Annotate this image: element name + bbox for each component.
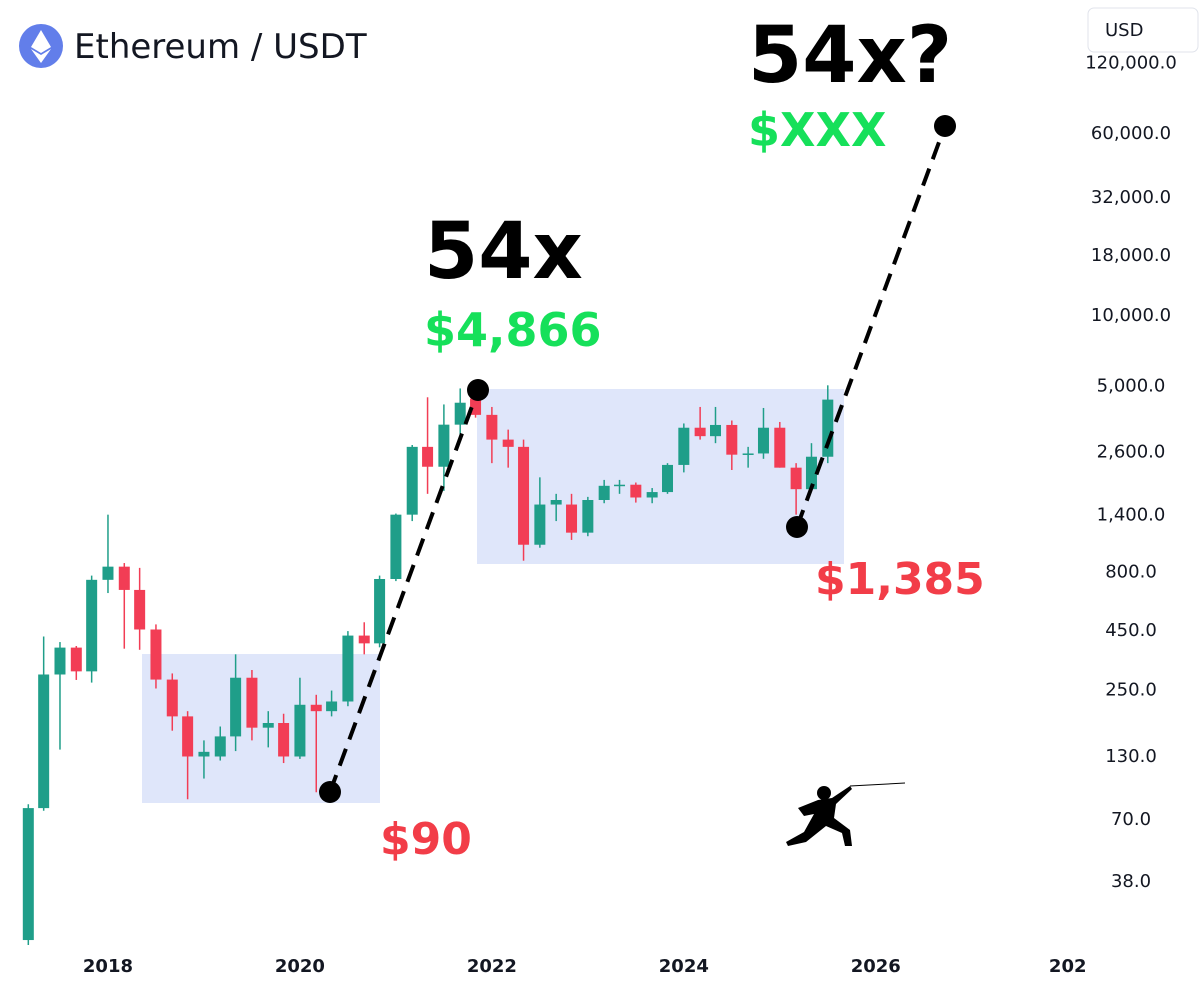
candle-body	[22, 808, 34, 941]
candle-body	[390, 514, 402, 579]
candle-body	[790, 467, 802, 490]
candle-body	[294, 704, 306, 757]
candle-body	[214, 736, 226, 757]
currency-label: USD	[1105, 20, 1143, 41]
y-tick-label: 2,600.0	[1097, 442, 1166, 463]
annotation: 54x	[424, 207, 583, 297]
candle-body	[166, 679, 178, 717]
candle-body	[805, 456, 817, 490]
candle-body	[326, 701, 338, 712]
candle-body	[582, 499, 594, 533]
candle-body	[310, 704, 322, 712]
candle-body	[598, 485, 610, 500]
candle-body	[134, 589, 146, 630]
y-tick-label: 5,000.0	[1097, 375, 1166, 396]
candle-body	[182, 716, 194, 757]
projection-line	[795, 125, 947, 528]
candle-body	[246, 677, 258, 728]
candle-body	[38, 674, 50, 809]
y-tick-label: 70.0	[1111, 809, 1151, 830]
candles	[22, 385, 834, 945]
y-tick-label: 10,000.0	[1091, 305, 1171, 326]
labels: 120,000.0 60,000.0 32,000.0 18,000.0 10,000.…	[83, 11, 1177, 977]
x-tick-label: 2026	[851, 956, 901, 977]
candle-body	[454, 402, 466, 425]
candle-body	[534, 504, 546, 545]
y-tick-label: 32,000.0	[1091, 187, 1171, 208]
candle-body	[438, 424, 450, 467]
point	[467, 379, 489, 401]
currency-box	[1087, 7, 1199, 53]
candle-body	[742, 453, 754, 455]
candle-body	[662, 464, 674, 493]
candle-body	[550, 499, 562, 505]
y-tick-label: 18,000.0	[1091, 245, 1171, 266]
annotation: $XXX	[748, 103, 886, 157]
candle-body	[630, 484, 642, 498]
y-tick-label: 120,000.0	[1085, 53, 1177, 74]
candle-body	[278, 723, 290, 757]
candle-body	[726, 424, 738, 455]
projection-line	[328, 389, 480, 793]
candle-body	[150, 629, 162, 680]
candle-body	[694, 427, 706, 437]
candle-body	[822, 399, 834, 457]
candle-body	[230, 677, 242, 737]
y-tick-label: 800.0	[1105, 561, 1157, 582]
x-tick-label: 2020	[275, 956, 325, 977]
y-tick-label: 450.0	[1105, 620, 1157, 641]
candle-body	[422, 446, 434, 467]
candle-body	[518, 446, 530, 545]
chart-title: Ethereum / USDT	[74, 27, 367, 67]
candle-body	[757, 427, 769, 454]
x-tick-label: 2022	[467, 956, 517, 977]
y-tick-label: 250.0	[1105, 680, 1157, 701]
y-tick-label: 38.0	[1111, 871, 1151, 892]
annotation: $90	[380, 814, 472, 865]
point	[319, 781, 341, 803]
candle-body	[614, 484, 626, 487]
annotation: $4,866	[424, 303, 602, 357]
point	[934, 115, 956, 137]
candle-body	[406, 446, 418, 515]
point	[786, 516, 808, 538]
candle-body	[774, 427, 786, 468]
range-box	[477, 389, 844, 564]
candle-body	[118, 566, 130, 590]
y-tick-label: 130.0	[1105, 746, 1157, 767]
candle-body	[678, 427, 690, 465]
x-tick-label: 2024	[659, 956, 709, 977]
candle-body	[358, 635, 370, 644]
y-tick-label: 1,400.0	[1097, 505, 1166, 526]
x-tick-label: 202	[1049, 956, 1087, 977]
range-box	[142, 654, 380, 803]
candle-body	[709, 424, 721, 437]
candle-body	[70, 647, 82, 672]
candle-body	[646, 492, 658, 498]
candle-body	[54, 647, 66, 675]
candle-body	[86, 579, 98, 672]
annotation: $1,385	[815, 554, 985, 605]
candle-body	[198, 751, 210, 757]
candle-body	[102, 566, 114, 580]
fencer-icon	[786, 782, 906, 846]
candle-body	[470, 398, 482, 415]
eth-logo-mark	[31, 30, 51, 63]
candle-body	[566, 504, 578, 533]
candle-body	[262, 723, 274, 728]
candle-body	[502, 439, 514, 447]
candle-body	[486, 414, 498, 440]
x-tick-label: 2018	[83, 956, 133, 977]
candle-body	[374, 578, 386, 644]
y-tick-label: 60,000.0	[1091, 123, 1171, 144]
candle-body	[342, 635, 354, 702]
annotation: 54x?	[748, 11, 952, 101]
